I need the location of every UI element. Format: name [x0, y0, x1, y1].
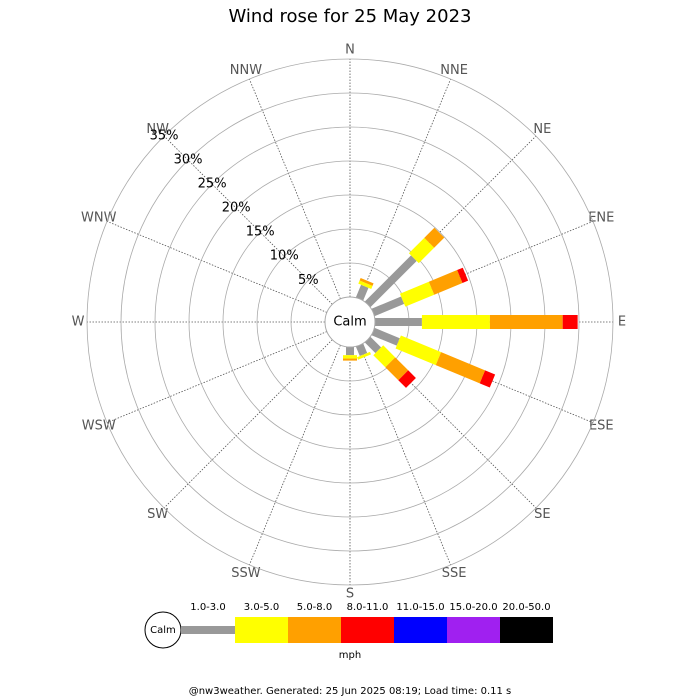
legend-units: mph	[339, 650, 361, 661]
radial-tick-label: 30%	[174, 153, 203, 168]
direction-label: E	[618, 315, 626, 330]
wind-bar	[364, 336, 382, 354]
wind-bar	[371, 296, 405, 317]
radial-tick-label: 5%	[298, 273, 319, 288]
legend-swatch	[447, 617, 500, 643]
wind-bar	[435, 352, 486, 384]
legend-swatch	[500, 617, 553, 643]
direction-line	[359, 344, 452, 566]
direction-label: WNW	[81, 210, 117, 225]
wind-bar	[375, 318, 422, 326]
legend-swatch	[181, 626, 235, 634]
wind-bar	[479, 370, 496, 388]
wind-bar	[421, 315, 490, 329]
legend-label: 5.0-8.0	[297, 602, 332, 613]
legend-label: 15.0-20.0	[449, 602, 497, 613]
calm-circle	[324, 296, 376, 348]
direction-line	[248, 78, 341, 300]
direction-line	[163, 135, 333, 305]
wind-bar	[424, 227, 445, 248]
wind-bar	[489, 315, 563, 329]
wind-bar	[355, 284, 369, 301]
direction-label: NE	[533, 122, 551, 137]
direction-line	[106, 220, 328, 313]
legend-swatch	[341, 617, 394, 643]
wind-bar	[358, 280, 373, 290]
wind-bar	[343, 358, 357, 361]
direction-label: W	[72, 315, 85, 330]
legend-label: 8.0-11.0	[347, 602, 389, 613]
wind-bar	[346, 347, 354, 356]
radial-tick-label: 20%	[222, 201, 251, 216]
wind-bar	[371, 327, 400, 346]
calm-label: Calm	[333, 315, 366, 330]
wind-bar	[355, 343, 368, 357]
direction-line	[359, 78, 452, 300]
wind-bar	[359, 278, 374, 286]
radial-tick-label: 15%	[246, 225, 275, 240]
direction-line	[248, 344, 341, 566]
legend-label: 11.0-15.0	[396, 602, 444, 613]
legend-swatch	[288, 617, 341, 643]
footer: @nw3weather. Generated: 25 Jun 2025 08:1…	[189, 686, 512, 697]
radial-tick-label: 25%	[198, 177, 227, 192]
wind-bar	[357, 351, 371, 360]
direction-label: SW	[147, 507, 168, 522]
wind-bar	[562, 315, 578, 329]
wind-bar	[398, 370, 416, 388]
wind-bar	[457, 267, 469, 283]
grid-ring	[120, 92, 580, 552]
radial-tick-label: 10%	[270, 249, 299, 264]
wind-bar	[408, 237, 435, 264]
legend-swatch	[235, 617, 288, 643]
direction-label: SSE	[442, 566, 467, 581]
direction-label: ENE	[588, 210, 614, 225]
legend-label: 20.0-50.0	[502, 602, 550, 613]
grid-ring	[86, 58, 614, 586]
wind-bar	[364, 255, 417, 308]
legend-label: 3.0-5.0	[244, 602, 279, 613]
radial-tick-label: 35%	[150, 129, 179, 144]
legend-swatch	[394, 617, 447, 643]
direction-label: S	[346, 587, 354, 602]
wind-bar	[343, 355, 357, 359]
direction-label: NNE	[440, 63, 468, 78]
direction-label: NNW	[230, 63, 262, 78]
wind-bar	[385, 357, 409, 381]
direction-line	[106, 331, 328, 424]
direction-label: SSW	[231, 566, 261, 581]
wind-bar	[395, 335, 442, 366]
direction-line	[163, 339, 333, 509]
direction-label: N	[345, 43, 355, 58]
chart-title: Wind rose for 25 May 2023	[229, 6, 472, 27]
direction-label: SE	[534, 507, 550, 522]
wind-bar	[399, 281, 435, 307]
direction-label: ESE	[589, 419, 614, 434]
wind-bar	[428, 270, 463, 295]
legend-calm-label: Calm	[150, 625, 176, 636]
wind-bar	[373, 345, 396, 368]
legend-label: 1.0-3.0	[190, 602, 225, 613]
direction-label: NW	[146, 122, 169, 137]
